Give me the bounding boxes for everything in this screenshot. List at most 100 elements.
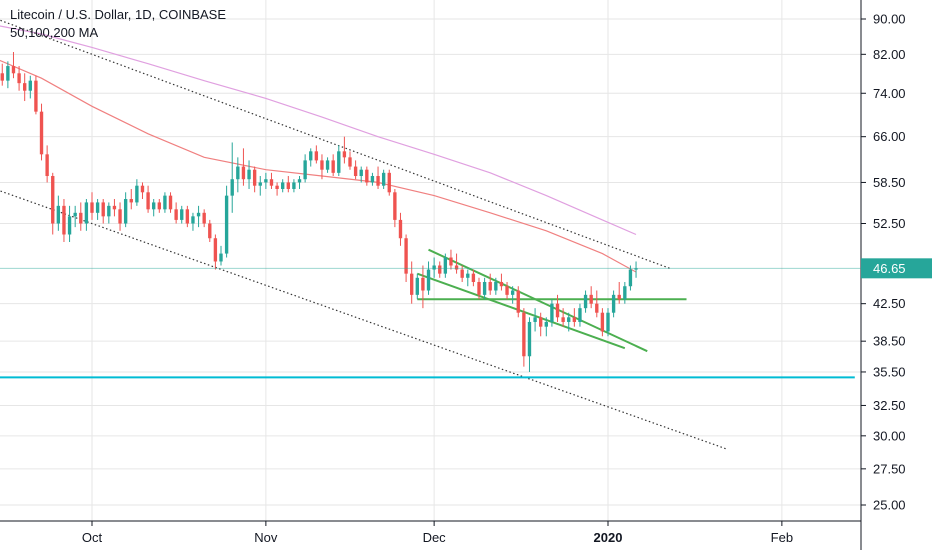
candle xyxy=(269,172,274,189)
last-price-marker: 46.65 xyxy=(0,258,932,279)
candle xyxy=(421,265,425,309)
candle xyxy=(583,290,588,313)
candle-body xyxy=(460,269,464,278)
candle-body xyxy=(297,179,302,183)
candle xyxy=(365,166,369,186)
candle xyxy=(415,273,419,300)
candle xyxy=(101,199,105,224)
candle xyxy=(230,142,234,213)
price-tick-label: 90.00 xyxy=(873,12,906,27)
candle-body xyxy=(51,176,55,224)
candle-body xyxy=(320,160,324,170)
candle xyxy=(34,75,38,115)
candle xyxy=(196,205,201,228)
candle xyxy=(550,299,554,327)
candle-body xyxy=(393,192,397,220)
candle xyxy=(410,261,414,304)
candle xyxy=(168,192,173,213)
candle xyxy=(595,290,599,318)
candle xyxy=(236,157,240,193)
price-tick-label: 38.50 xyxy=(873,334,906,349)
candle-body xyxy=(477,281,481,295)
candle xyxy=(522,308,526,367)
candle-body xyxy=(0,73,4,81)
candle-body xyxy=(365,169,369,183)
candle-body xyxy=(359,169,363,177)
candle-body xyxy=(17,73,21,84)
candle-body xyxy=(348,157,352,167)
candle-body xyxy=(595,303,599,313)
candle-body xyxy=(28,80,32,91)
candle-body xyxy=(129,199,133,203)
indicator-label[interactable]: 50,100,200 MA xyxy=(10,25,99,40)
candle xyxy=(107,202,111,224)
candle xyxy=(247,160,251,189)
candle xyxy=(174,202,178,224)
candle-body xyxy=(34,80,38,112)
candle-body xyxy=(606,312,610,332)
price-tick-label: 25.00 xyxy=(873,498,906,513)
candle-body xyxy=(600,312,605,332)
candle-body xyxy=(376,176,380,186)
candle xyxy=(140,182,145,200)
candle xyxy=(348,151,352,170)
candle xyxy=(309,148,313,167)
candle xyxy=(337,145,341,177)
candle xyxy=(516,286,520,318)
grid xyxy=(0,0,861,521)
candle xyxy=(381,169,386,189)
axes xyxy=(0,0,862,550)
candle-body xyxy=(286,182,290,189)
candle-body xyxy=(522,312,526,357)
candle xyxy=(45,145,49,183)
last-price-tag xyxy=(861,258,932,279)
time-axis[interactable]: Oct Nov Dec 2020 Feb xyxy=(82,521,793,545)
candle-body xyxy=(628,269,633,287)
candle-body xyxy=(387,172,391,193)
candle xyxy=(634,261,638,278)
candle-body xyxy=(84,202,89,224)
candle-body xyxy=(505,286,509,295)
candle xyxy=(482,277,487,300)
candle xyxy=(84,199,89,231)
drawing-wedge-lower xyxy=(416,272,626,350)
candle xyxy=(157,199,161,213)
candle xyxy=(67,205,72,243)
candle-body xyxy=(555,303,560,318)
time-tick-label: 2020 xyxy=(594,530,623,545)
candle-body xyxy=(90,202,94,213)
candle-body xyxy=(258,182,262,186)
candlesticks xyxy=(0,52,638,372)
candle xyxy=(617,281,621,304)
candle-body xyxy=(550,303,554,322)
candle-body xyxy=(118,209,122,224)
price-axis[interactable]: 90.00 82.00 74.00 66.00 58.50 52.50 42.50 38.50… xyxy=(861,12,906,513)
time-tick-label: Nov xyxy=(254,530,278,545)
symbol-title[interactable]: Litecoin / U.S. Dollar, 1D, COINBASE xyxy=(10,7,227,22)
candle-body xyxy=(589,294,593,304)
candle xyxy=(62,199,66,243)
candle xyxy=(499,273,504,291)
drawing-channel-upper xyxy=(0,19,670,269)
last-price-label: 46.65 xyxy=(873,261,906,276)
candle xyxy=(477,277,481,300)
candle xyxy=(264,172,268,189)
candle-body xyxy=(208,223,212,239)
candle-body xyxy=(404,238,408,274)
candle xyxy=(488,273,492,295)
candle xyxy=(572,308,577,327)
candle xyxy=(510,286,515,304)
candle xyxy=(527,317,532,372)
candle-body xyxy=(62,205,66,235)
candle-body xyxy=(578,308,582,322)
candle xyxy=(628,265,633,291)
candle xyxy=(600,308,605,337)
candle-body xyxy=(623,286,627,300)
candle-body xyxy=(101,202,105,217)
candle-body xyxy=(426,269,431,291)
candle xyxy=(73,205,77,228)
candle-body xyxy=(196,212,201,217)
candle xyxy=(387,169,391,196)
candle-body xyxy=(432,265,436,270)
